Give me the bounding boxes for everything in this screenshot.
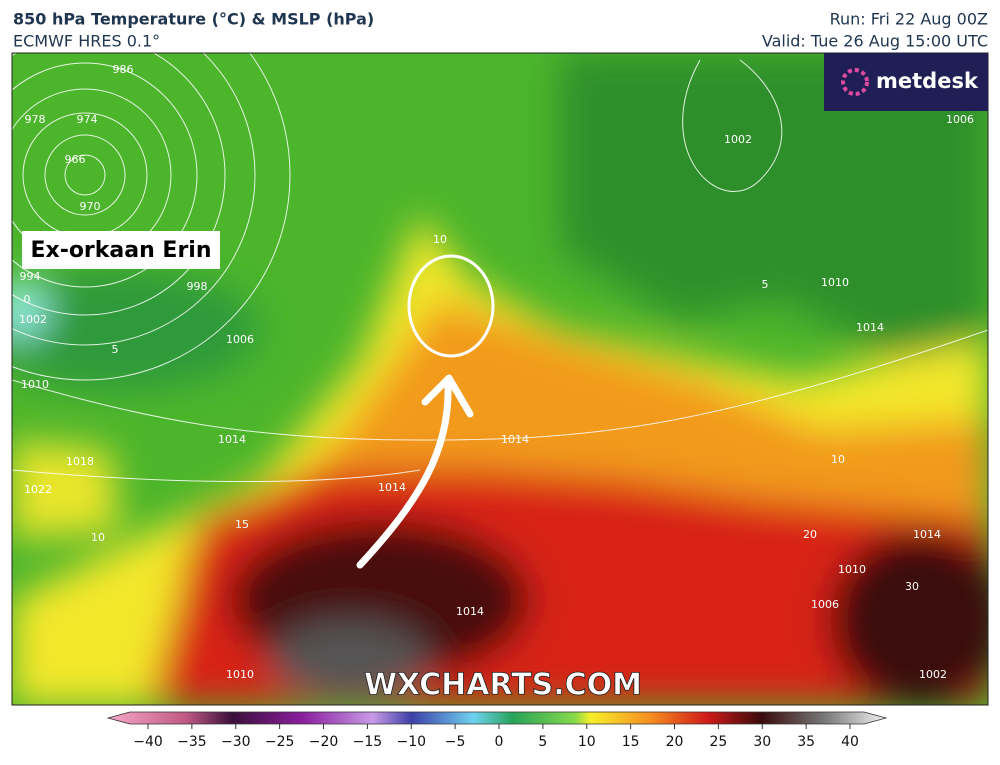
colorbar-tick-label: −10 [396, 734, 426, 750]
contour-label: 1014 [913, 528, 941, 541]
colorbar-tick-label: −15 [353, 734, 383, 750]
contour-label: 994 [20, 270, 41, 283]
contour-label: 1014 [501, 433, 529, 446]
contour-label: 1014 [856, 321, 884, 334]
map [12, 53, 988, 705]
contour-label: 5 [762, 278, 769, 291]
title: 850 hPa Temperature (°C) & MSLP (hPa) [13, 10, 374, 29]
colorbar [106, 711, 888, 725]
contour-label: 1006 [811, 598, 839, 611]
colorbar-ticks: −40 −35 −30 −25 −20 −15 −10 −5 0 5 10 15 20 25 30 35 40 [133, 724, 859, 750]
subtitle: ECMWF HRES 0.1° [13, 32, 160, 51]
colorbar-tick-label: −20 [309, 734, 339, 750]
arrow-head [421, 374, 474, 418]
contour-label: 20 [803, 528, 817, 541]
contour-label: 1022 [24, 483, 52, 496]
contour-label: 1002 [19, 313, 47, 326]
contour-label: 10 [433, 233, 447, 246]
contour-label: 1002 [919, 668, 947, 681]
colorbar-tick-label: 10 [578, 734, 596, 750]
colorbar-tick-label: −30 [221, 734, 251, 750]
annotation-box [22, 231, 220, 269]
contour-label: 998 [187, 280, 208, 293]
contour-label: 1018 [66, 455, 94, 468]
logo: metdesk [876, 69, 979, 93]
contour-label: 1010 [226, 668, 254, 681]
valid-time: Valid: Tue 26 Aug 15:00 UTC [762, 32, 988, 51]
contour-label: 1010 [21, 378, 49, 391]
highlight-circle [407, 254, 495, 358]
map-frame [11, 52, 989, 706]
colorbar-tick-label: 5 [538, 734, 547, 750]
arrow [356, 381, 452, 569]
colorbar-tick-label: −5 [445, 734, 466, 750]
contour-label: 974 [77, 113, 98, 126]
colorbar-tick-label: 30 [753, 734, 771, 750]
contour-label: 10 [831, 453, 845, 466]
contour-label: 986 [113, 63, 134, 76]
colorbar-tick-label: 40 [841, 734, 859, 750]
colorbar-tick-label: −35 [177, 734, 207, 750]
contour-label: 1014 [378, 481, 406, 494]
watermark: WXCHARTS.COM [364, 668, 642, 703]
logo-box [824, 53, 988, 111]
contour-label: 1014 [456, 605, 484, 618]
colorbar-tick-label: 0 [495, 734, 504, 750]
contour-label: 1014 [218, 433, 246, 446]
contour-label: 1002 [724, 133, 752, 146]
colorbar-tick-label: 35 [797, 734, 815, 750]
contour-label: 1010 [838, 563, 866, 576]
contour-label: 0 [24, 293, 31, 306]
logo-icon [841, 68, 869, 96]
colorbar-tick-label: −40 [133, 734, 163, 750]
contour-label: 1006 [226, 333, 254, 346]
colorbar-tick-label: 25 [709, 734, 727, 750]
colorbar-tick-label: 15 [622, 734, 640, 750]
contour-label: 1006 [946, 113, 974, 126]
contour-label: 970 [80, 200, 101, 213]
contour-label: 15 [235, 518, 249, 531]
annotation: Ex-orkaan Erin [30, 238, 211, 263]
colorbar-tick-label: −25 [265, 734, 295, 750]
contour-labels: 9869749669709789949981006100210101014101… [19, 63, 974, 681]
contour-label: 10 [91, 531, 105, 544]
contour-label: 966 [65, 153, 86, 166]
contour-label: 5 [112, 343, 119, 356]
contour-label: 1010 [821, 276, 849, 289]
run-time: Run: Fri 22 Aug 00Z [830, 10, 988, 29]
colorbar-tick-label: 20 [666, 734, 684, 750]
contour-label: 978 [25, 113, 46, 126]
contour-label: 30 [905, 580, 919, 593]
